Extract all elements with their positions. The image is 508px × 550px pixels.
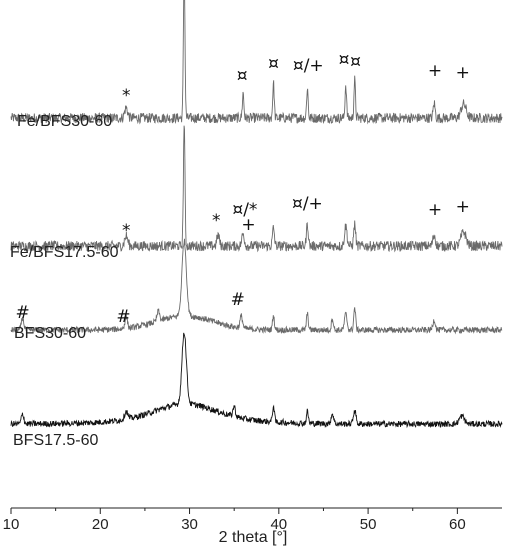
peak-marker-11: * (212, 211, 221, 231)
peak-marker-5: ¤/+ (293, 56, 324, 76)
peak-marker-18: # (116, 307, 130, 327)
series-layer (10, 0, 503, 429)
series-label-3: BFS30-60 (14, 325, 86, 342)
peak-marker-17: # (15, 303, 29, 323)
series-line-2 (10, 125, 503, 253)
x-tick-label-40: 40 (270, 516, 287, 533)
series-label-2: Fe/BFS17.5-60 (10, 244, 119, 261)
x-tick-label-20: 20 (92, 516, 109, 533)
peak-marker-19: # (231, 290, 245, 310)
peak-marker-14: ¤/+ (292, 194, 323, 214)
x-axis: 10 20 30 40 50 60 (3, 507, 502, 533)
peak-marker-2: * (122, 86, 131, 106)
peak-markers: ¤*¤¤¤/+¤¤++**¤/*+¤/+++### (15, 50, 470, 327)
peak-marker-10: * (122, 221, 131, 241)
peak-marker-6: ¤ (339, 50, 350, 70)
series-line-1 (10, 0, 503, 125)
x-tick-label-30: 30 (181, 516, 198, 533)
peak-marker-3: ¤ (237, 66, 248, 86)
peak-marker-4: ¤ (268, 54, 279, 74)
peak-marker-7: ¤ (350, 52, 361, 72)
series-label-4: BFS17.5-60 (13, 432, 98, 449)
x-axis-title: 2 theta [°] (219, 529, 288, 546)
peak-marker-12: ¤/* (232, 200, 257, 220)
series-labels: Fe/BFS30-60 Fe/BFS17.5-60 BFS30-60 BFS17.5-… (10, 113, 119, 449)
x-tick-label-50: 50 (360, 516, 377, 533)
peak-marker-15: + (428, 200, 442, 220)
series-line-3 (10, 238, 503, 335)
x-tick-label-60: 60 (449, 516, 466, 533)
series-line-4 (10, 332, 503, 429)
peak-marker-9: + (456, 63, 470, 83)
peak-marker-16: + (456, 197, 470, 217)
x-tick-label-10: 10 (3, 516, 20, 533)
peak-marker-13: + (241, 215, 255, 235)
series-label-1: Fe/BFS30-60 (17, 113, 112, 130)
peak-marker-8: + (428, 61, 442, 81)
